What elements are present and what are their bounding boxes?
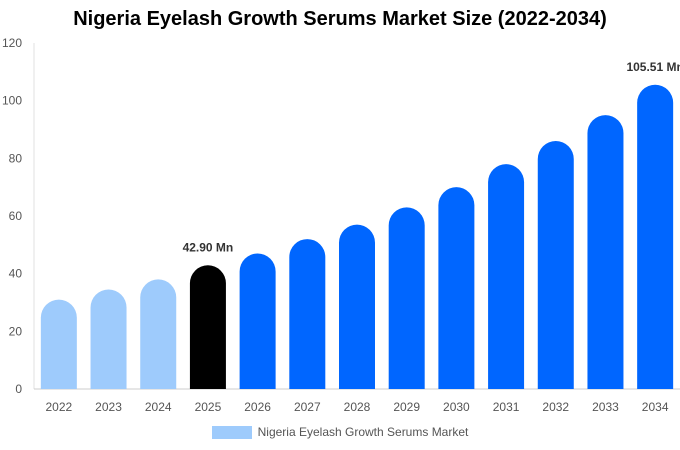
- bar[interactable]: [189, 265, 226, 389]
- data-label: 105.51 Mn: [626, 60, 680, 74]
- x-tick-label: 2027: [294, 400, 321, 414]
- bar[interactable]: [637, 84, 674, 389]
- x-tick-label: 2029: [393, 400, 420, 414]
- bar[interactable]: [289, 239, 326, 389]
- x-tick-label: 2025: [195, 400, 222, 414]
- x-tick-label: 2031: [493, 400, 520, 414]
- y-tick-label: 100: [2, 94, 22, 108]
- x-tick-label: 2022: [45, 400, 72, 414]
- y-tick-label: 60: [9, 209, 23, 223]
- x-tick-label: 2032: [542, 400, 569, 414]
- bar[interactable]: [488, 164, 525, 389]
- bar[interactable]: [537, 141, 574, 389]
- bar[interactable]: [239, 253, 276, 389]
- y-tick-label: 40: [9, 267, 23, 281]
- x-tick-label: 2033: [592, 400, 619, 414]
- legend-swatch: [211, 425, 252, 439]
- bar[interactable]: [438, 187, 475, 389]
- bar[interactable]: [388, 207, 425, 389]
- x-tick-label: 2030: [443, 400, 470, 414]
- bar[interactable]: [40, 299, 77, 389]
- x-tick-label: 2034: [642, 400, 669, 414]
- legend: Nigeria Eyelash Growth Serums Market: [0, 425, 680, 439]
- y-tick-label: 120: [2, 36, 22, 50]
- bar[interactable]: [90, 289, 127, 389]
- y-tick-label: 80: [9, 151, 23, 165]
- bar[interactable]: [339, 224, 375, 389]
- y-tick-label: 0: [15, 382, 22, 396]
- x-tick-label: 2024: [145, 400, 172, 414]
- bar[interactable]: [140, 279, 177, 389]
- data-label: 42.90 Mn: [183, 240, 234, 254]
- bar[interactable]: [587, 115, 624, 390]
- chart-title: Nigeria Eyelash Growth Serums Market Siz…: [73, 8, 607, 30]
- y-tick-label: 20: [9, 324, 23, 338]
- x-tick-label: 2026: [244, 400, 271, 414]
- legend-label[interactable]: Nigeria Eyelash Growth Serums Market: [257, 425, 469, 439]
- x-tick-label: 2028: [344, 400, 371, 414]
- x-tick-label: 2023: [95, 400, 122, 414]
